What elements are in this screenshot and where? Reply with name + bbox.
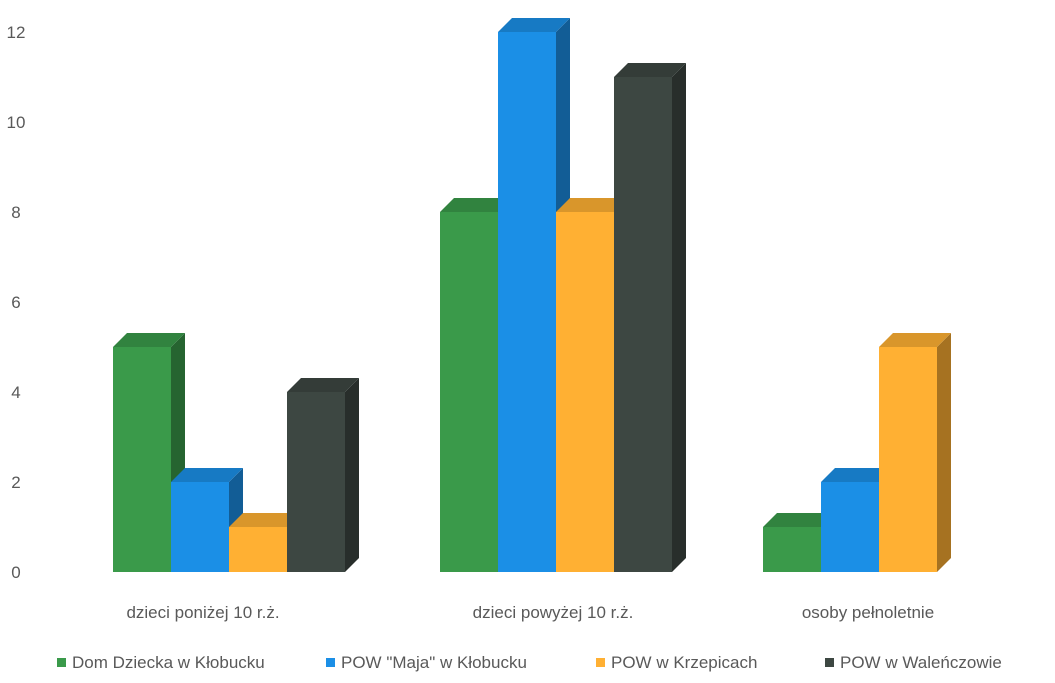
legend-item: POW w Krzepicach — [596, 653, 757, 672]
bar-front — [556, 212, 614, 572]
legend-item: POW "Maja" w Kłobucku — [326, 653, 527, 672]
y-tick-label: 0 — [11, 563, 20, 582]
bar-front — [113, 347, 171, 572]
bar-top — [498, 18, 570, 32]
bar — [171, 468, 243, 572]
bar-top — [171, 468, 243, 482]
x-category-label: osoby pełnoletnie — [802, 603, 934, 622]
bar-front — [614, 77, 672, 572]
bar-top — [556, 198, 628, 212]
y-tick-label: 6 — [11, 293, 20, 312]
legend-label: POW w Krzepicach — [611, 653, 757, 672]
bar-front — [171, 482, 229, 572]
legend-label: POW "Maja" w Kłobucku — [341, 653, 527, 672]
y-tick-label: 10 — [7, 113, 26, 132]
bar-side — [937, 333, 951, 572]
bar-front — [821, 482, 879, 572]
legend-swatch — [57, 658, 66, 667]
bar-front — [229, 527, 287, 572]
bar-front — [287, 392, 345, 572]
bar-top — [229, 513, 301, 527]
bar-side — [672, 63, 686, 572]
legend: Dom Dziecka w Kłobucku POW "Maja" w Kłobu… — [57, 653, 1002, 672]
legend-item: POW w Walеńczowie — [825, 653, 1002, 672]
bar-top — [614, 63, 686, 77]
legend-item: Dom Dziecka w Kłobucku — [57, 653, 265, 672]
y-axis: 0 2 4 6 8 10 12 — [7, 23, 26, 582]
x-category-label: dzieci poniżej 10 r.ż. — [126, 603, 279, 622]
x-axis: dzieci poniżej 10 r.ż. dzieci powyżej 10 … — [126, 603, 934, 622]
bar-front — [879, 347, 937, 572]
x-category-label: dzieci powyżej 10 r.ż. — [473, 603, 634, 622]
y-tick-label: 8 — [11, 203, 20, 222]
legend-label: POW w Walеńczowie — [840, 653, 1002, 672]
y-tick-label: 12 — [7, 23, 26, 42]
bar-top — [440, 198, 512, 212]
bar-side — [345, 378, 359, 572]
bar-front — [763, 527, 821, 572]
y-tick-label: 2 — [11, 473, 20, 492]
legend-swatch — [596, 658, 605, 667]
bar — [614, 63, 686, 572]
bar-front — [498, 32, 556, 572]
bar-front — [440, 212, 498, 572]
bar-top — [821, 468, 893, 482]
bar-top — [287, 378, 359, 392]
bars — [113, 18, 951, 572]
bar-top — [763, 513, 835, 527]
bar — [287, 378, 359, 572]
bar — [498, 18, 570, 572]
bar — [879, 333, 951, 572]
legend-swatch — [326, 658, 335, 667]
bar-top — [879, 333, 951, 347]
legend-label: Dom Dziecka w Kłobucku — [72, 653, 265, 672]
bar-top — [113, 333, 185, 347]
y-tick-label: 4 — [11, 383, 20, 402]
legend-swatch — [825, 658, 834, 667]
